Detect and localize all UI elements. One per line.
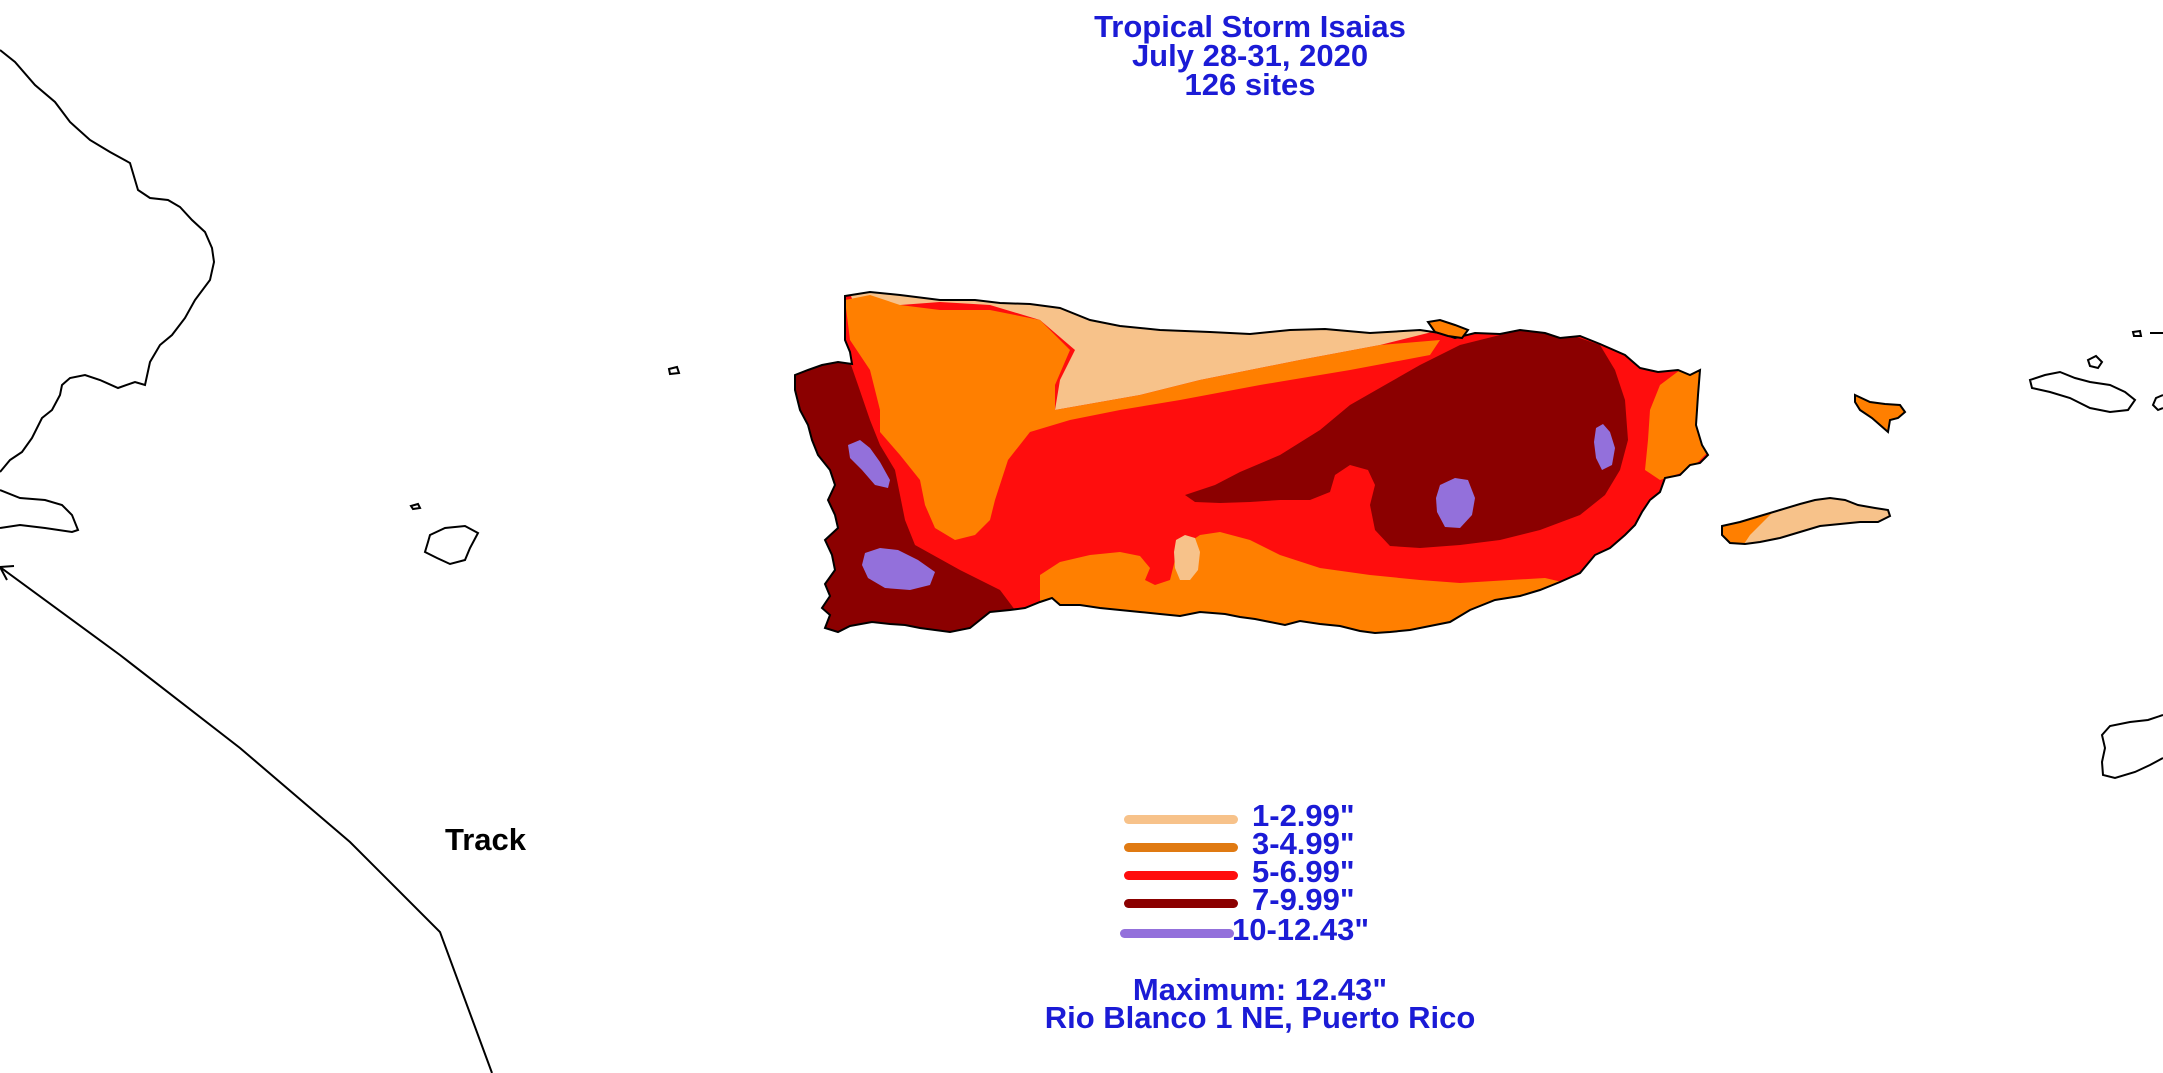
- north-islet: [1426, 318, 1470, 340]
- culebra-island: [1854, 393, 1907, 434]
- legend-swatch-3-5: [1124, 843, 1238, 852]
- map-title: Tropical Storm Isaias: [1094, 9, 1406, 44]
- band-10-plus-southwest: [862, 548, 935, 590]
- hispaniola-coastline: [0, 49, 216, 473]
- maximum-value: Maximum: 12.43": [1132, 972, 1388, 1007]
- map-date-range: July 28-31, 2020: [1131, 38, 1369, 73]
- band-1-3-south-spot: [1174, 535, 1200, 580]
- legend-swatch-10-plus: [1120, 929, 1234, 938]
- band-10-plus-east: [1594, 424, 1615, 470]
- band-10-plus-central-east: [1436, 478, 1475, 528]
- legend: [1120, 815, 1238, 938]
- virgin-islands-st-john: [2086, 354, 2104, 370]
- legend-label-3-5: 3-4.99": [1252, 826, 1355, 861]
- band-7-10-east: [1185, 330, 1628, 548]
- legend-label-7-10: 7-9.99": [1252, 882, 1355, 917]
- band-10-plus-northwest: [848, 440, 890, 488]
- mona-island: [423, 524, 480, 566]
- storm-track-arrowhead: [0, 565, 15, 581]
- band-7-10-west: [795, 362, 1020, 633]
- st-croix-coastline: [2100, 714, 2163, 780]
- legend-swatch-5-7: [1124, 871, 1238, 880]
- storm-track-line: [0, 566, 493, 1073]
- puerto-rico-coastline: [794, 290, 1710, 635]
- legend-label-5-7: 5-6.99": [1252, 854, 1355, 889]
- legend-swatch-7-10: [1124, 899, 1238, 908]
- band-3-5-north: [845, 295, 1440, 540]
- virgin-islands-st-thomas: [2028, 370, 2137, 414]
- virgin-islands-islet-1: [2131, 329, 2143, 337]
- desecheo-islet: [667, 365, 681, 376]
- legend-label-1-3: 1-2.99": [1252, 798, 1355, 833]
- hispaniola-peninsula: [0, 489, 80, 534]
- vieques-coastline: [1721, 496, 1892, 546]
- band-3-5-east: [1645, 360, 1708, 480]
- legend-label-10-plus: 10-12.43": [1232, 912, 1370, 947]
- track-label: Track: [445, 822, 527, 857]
- virgin-islands-tortola: [2151, 394, 2163, 412]
- maximum-location: Rio Blanco 1 NE, Puerto Rico: [1044, 1000, 1476, 1035]
- map-site-count: 126 sites: [1184, 67, 1316, 102]
- legend-swatch-1-3: [1124, 815, 1238, 824]
- monito-islet: [409, 502, 422, 511]
